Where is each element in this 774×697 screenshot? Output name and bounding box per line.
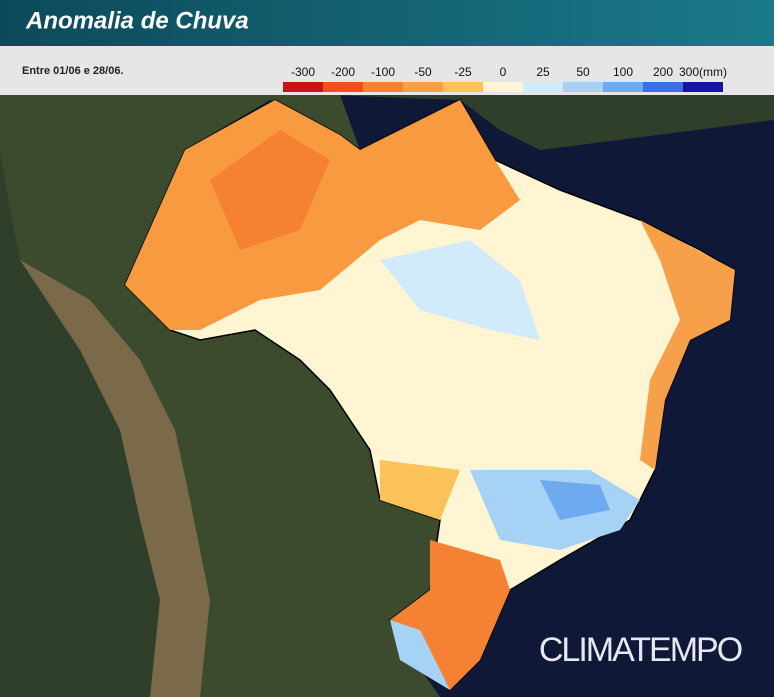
land-interior [0, 95, 440, 697]
legend-label: 200 [653, 65, 673, 79]
legend-swatch [363, 82, 403, 92]
subtitle: Entre 01/06 e 28/06. [22, 65, 124, 77]
legend-swatch [643, 82, 683, 92]
deficit-core [210, 130, 330, 250]
legend-label: -300 [291, 65, 315, 79]
legend: -300 -200 -100 -50 -25 0 25 50 100 200 300(mm) [283, 65, 727, 92]
legend-label: -100 [371, 65, 395, 79]
legend-swatch [443, 82, 483, 92]
deficit-east [640, 220, 735, 470]
brand: CLIMATEMPO [539, 631, 742, 669]
legend-swatch [523, 82, 563, 92]
surplus-core [540, 480, 610, 520]
surplus-center [380, 240, 540, 340]
land [0, 95, 774, 697]
legend-label: 300(mm) [679, 65, 727, 79]
surplus-south [390, 620, 450, 690]
andes [20, 260, 210, 697]
legend-label: -200 [331, 65, 355, 79]
legend-label: 25 [536, 65, 550, 79]
legend-swatch [403, 82, 443, 92]
legend-label: -50 [414, 65, 432, 79]
legend-label: -25 [454, 65, 472, 79]
legend-label: 50 [576, 65, 590, 79]
legend-swatch [323, 82, 363, 92]
legend-label: 100 [613, 65, 633, 79]
legend-swatch [563, 82, 603, 92]
deficit-north [125, 100, 520, 330]
legend-swatch [283, 82, 323, 92]
title: Anomalia de Chuva [25, 7, 249, 34]
deficit-west [380, 460, 460, 520]
legend-swatch [603, 82, 643, 92]
legend-label: 0 [500, 65, 507, 79]
header-bar [0, 0, 774, 46]
legend-swatch [683, 82, 723, 92]
legend-swatch [483, 82, 523, 92]
